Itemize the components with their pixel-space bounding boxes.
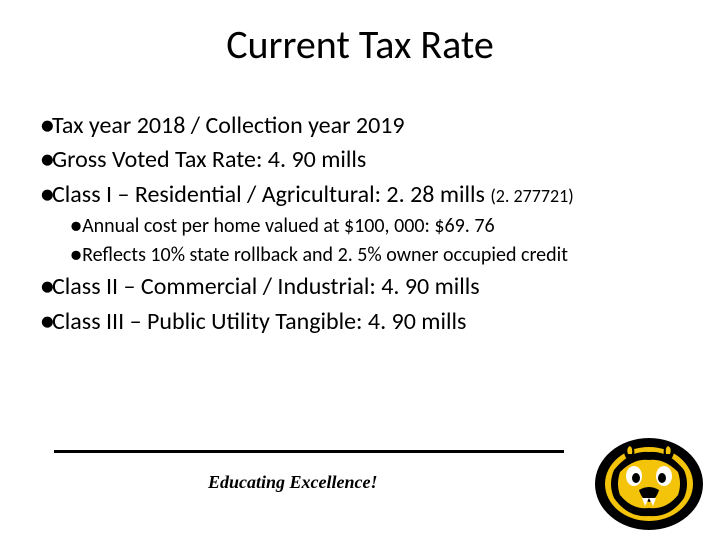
bullet-dot-icon: ● bbox=[40, 110, 52, 142]
slide-title: Current Tax Rate bbox=[0, 20, 720, 69]
bullet-text: Gross Voted Tax Rate: 4. 90 mills bbox=[52, 145, 366, 174]
bullet-paren: (2. 277721) bbox=[490, 185, 573, 207]
bullet-item: ●Class II – Commercial / Industrial: 4. … bbox=[40, 271, 680, 303]
slide: Current Tax Rate ●Tax year 2018 / Collec… bbox=[0, 0, 720, 540]
bullet-text: Tax year 2018 / Collection year 2019 bbox=[52, 111, 405, 140]
bullet-dot-icon: ● bbox=[40, 306, 52, 338]
bullet-dot-icon: ● bbox=[70, 243, 82, 267]
content-area: ●Tax year 2018 / Collection year 2019 ●G… bbox=[40, 110, 680, 340]
bullet-dot-icon: ● bbox=[70, 214, 82, 238]
bullet-item: ●Class I – Residential / Agricultural: 2… bbox=[40, 179, 680, 211]
bullet-item: ●Tax year 2018 / Collection year 2019 bbox=[40, 110, 680, 142]
sub-bullet-text: Annual cost per home valued at $100, 000… bbox=[82, 214, 495, 238]
bullet-dot-icon: ● bbox=[40, 271, 52, 303]
tagline: Educating Excellence! bbox=[208, 472, 378, 493]
sub-bullet-text: Reflects 10% state rollback and 2. 5% ow… bbox=[82, 243, 568, 267]
bullet-dot-icon: ● bbox=[40, 179, 52, 211]
bullet-item: ●Gross Voted Tax Rate: 4. 90 mills bbox=[40, 144, 680, 176]
bullet-text: Class II – Commercial / Industrial: 4. 9… bbox=[52, 272, 480, 301]
bullet-text: Class III – Public Utility Tangible: 4. … bbox=[52, 307, 466, 336]
sub-bullet-item: ●Annual cost per home valued at $100, 00… bbox=[70, 213, 680, 240]
bullet-text: Class I – Residential / Agricultural: 2.… bbox=[52, 180, 490, 209]
divider-line bbox=[54, 450, 564, 453]
mascot-logo-icon bbox=[590, 432, 708, 532]
bullet-item: ●Class III – Public Utility Tangible: 4.… bbox=[40, 306, 680, 338]
bullet-dot-icon: ● bbox=[40, 144, 52, 176]
sub-bullet-item: ●Reflects 10% state rollback and 2. 5% o… bbox=[70, 242, 680, 269]
